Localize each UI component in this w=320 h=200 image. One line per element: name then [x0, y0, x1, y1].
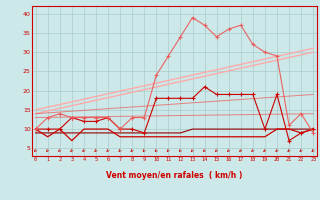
X-axis label: Vent moyen/en rafales  ( km/h ): Vent moyen/en rafales ( km/h ) — [106, 171, 243, 180]
